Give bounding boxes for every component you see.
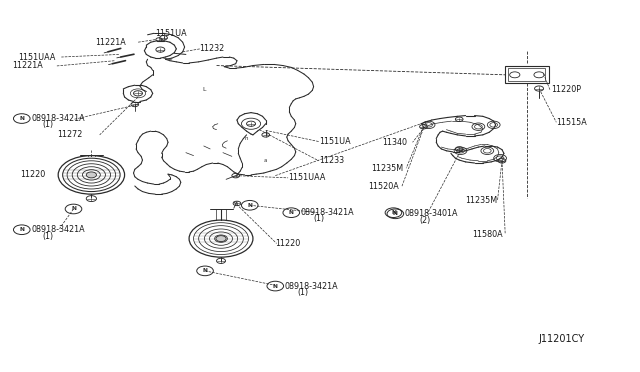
- Text: (1): (1): [314, 214, 324, 223]
- Text: 08918-3421A: 08918-3421A: [301, 208, 355, 217]
- Text: 1151UAA: 1151UAA: [288, 173, 326, 182]
- Text: 11221A: 11221A: [95, 38, 126, 47]
- Text: 11220: 11220: [20, 170, 45, 179]
- Text: N: N: [391, 210, 396, 215]
- Text: N: N: [71, 206, 76, 211]
- Text: (1): (1): [42, 231, 53, 241]
- Text: N: N: [19, 116, 24, 121]
- Text: 11232: 11232: [198, 44, 224, 53]
- Text: (1): (1): [298, 288, 308, 297]
- Text: N: N: [19, 227, 24, 232]
- Text: 1151UA: 1151UA: [319, 137, 350, 146]
- Text: 11515A: 11515A: [556, 118, 587, 127]
- Text: 11272: 11272: [57, 130, 83, 140]
- Text: N: N: [393, 211, 398, 216]
- Text: 1151UA: 1151UA: [156, 29, 187, 38]
- Text: (1): (1): [42, 121, 53, 129]
- Text: 11340: 11340: [383, 138, 408, 147]
- Text: N: N: [247, 203, 252, 208]
- Text: L: L: [202, 87, 205, 92]
- Text: 08918-3421A: 08918-3421A: [285, 282, 339, 291]
- Text: 08918-3421A: 08918-3421A: [31, 114, 85, 123]
- Text: N: N: [273, 283, 278, 289]
- Text: 11220: 11220: [275, 239, 301, 248]
- Text: a: a: [264, 158, 268, 163]
- Text: 08918-3401A: 08918-3401A: [404, 209, 458, 218]
- Text: n: n: [245, 136, 248, 141]
- Text: 11221A: 11221A: [12, 61, 43, 70]
- Text: N: N: [289, 210, 294, 215]
- Circle shape: [86, 172, 97, 178]
- Text: 11520A: 11520A: [368, 182, 399, 191]
- Text: 11233: 11233: [319, 156, 344, 165]
- Text: 11580A: 11580A: [472, 230, 502, 239]
- Text: 11235M: 11235M: [466, 196, 498, 205]
- Text: 11235M: 11235M: [371, 164, 403, 173]
- Text: 11220P: 11220P: [551, 85, 581, 94]
- Text: 1151UAA: 1151UAA: [19, 52, 56, 61]
- Text: J11201CY: J11201CY: [538, 334, 584, 344]
- Text: (2): (2): [419, 216, 430, 225]
- Circle shape: [216, 235, 226, 241]
- Text: N: N: [203, 268, 207, 273]
- Text: 08918-3421A: 08918-3421A: [31, 225, 85, 234]
